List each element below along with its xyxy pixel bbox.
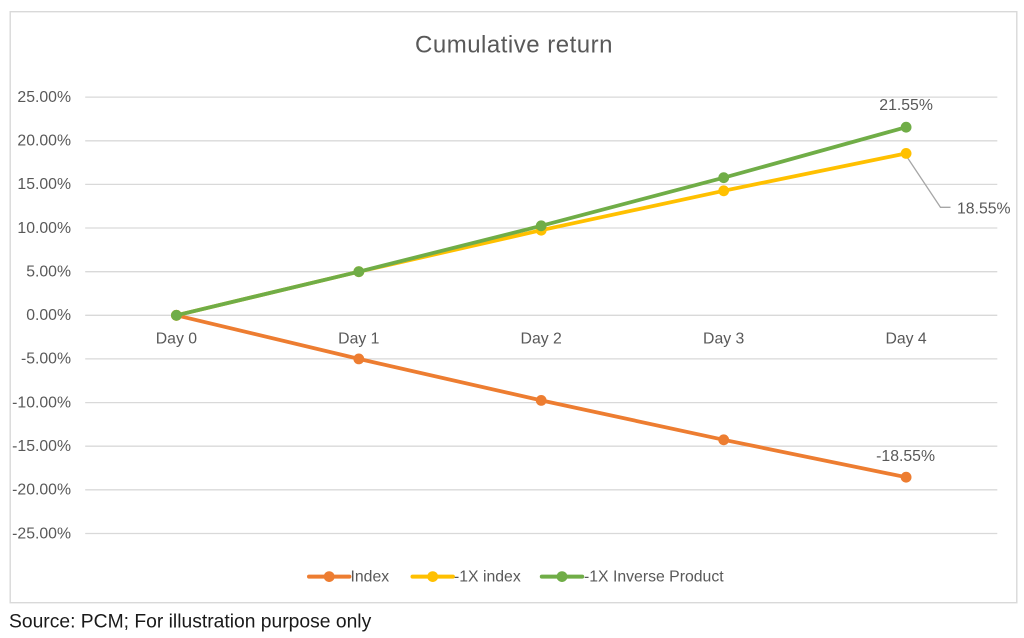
svg-text:5.00%: 5.00%: [26, 264, 71, 281]
svg-text:Day 2: Day 2: [521, 331, 562, 348]
svg-text:Day 0: Day 0: [156, 331, 197, 348]
svg-text:Day 4: Day 4: [885, 331, 926, 348]
svg-text:18.55%: 18.55%: [957, 200, 1011, 217]
svg-text:15.00%: 15.00%: [17, 176, 71, 193]
svg-text:-15.00%: -15.00%: [12, 438, 71, 455]
svg-text:-18.55%: -18.55%: [876, 448, 935, 465]
svg-text:Cumulative return: Cumulative return: [415, 31, 613, 58]
svg-text:-1X Inverse Product: -1X Inverse Product: [584, 568, 724, 585]
svg-text:-20.00%: -20.00%: [12, 482, 71, 499]
svg-text:Source: PCM; For illustration: Source: PCM; For illustration purpose on…: [9, 612, 372, 633]
svg-text:-25.00%: -25.00%: [12, 525, 71, 542]
svg-text:0.00%: 0.00%: [26, 307, 71, 324]
svg-text:-1X index: -1X index: [454, 568, 521, 585]
svg-text:10.00%: 10.00%: [17, 220, 71, 237]
svg-text:Day 3: Day 3: [703, 331, 744, 348]
svg-text:-5.00%: -5.00%: [21, 351, 71, 368]
svg-text:Day 1: Day 1: [338, 331, 379, 348]
svg-text:21.55%: 21.55%: [879, 97, 933, 114]
svg-text:-10.00%: -10.00%: [12, 394, 71, 411]
svg-text:25.00%: 25.00%: [17, 89, 71, 106]
svg-text:Index: Index: [351, 568, 390, 585]
svg-text:20.00%: 20.00%: [17, 133, 71, 150]
